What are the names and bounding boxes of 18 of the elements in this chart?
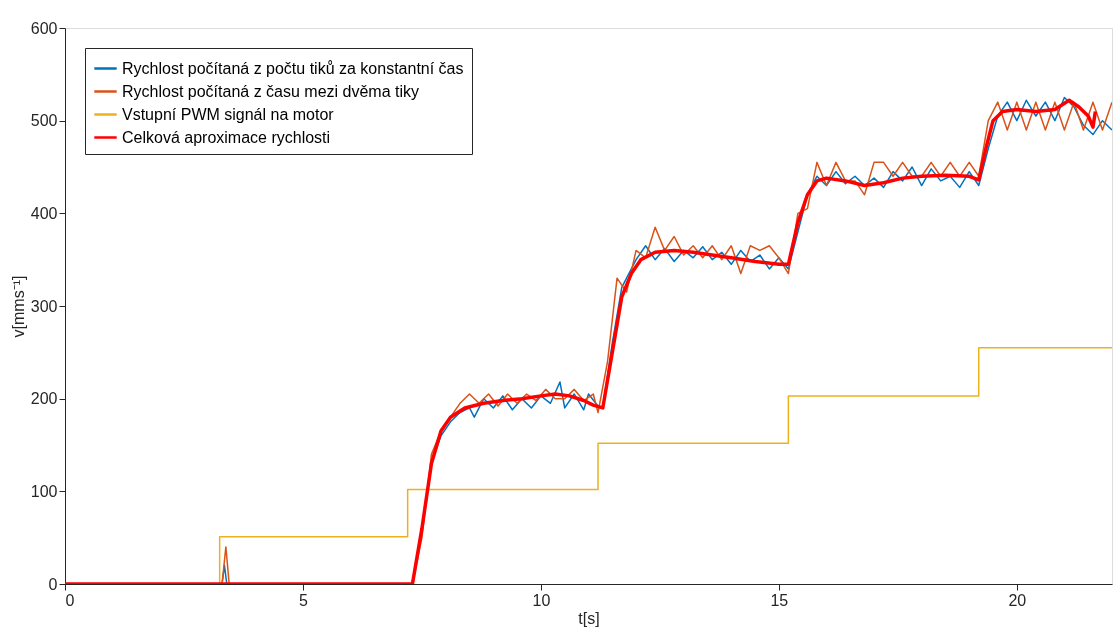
x-axis-title: t[s] [578,609,600,627]
x-tick-label: 20 [1008,591,1027,609]
legend-label: Rychlost počítaná z počtu tiků za konstantní čas [122,59,464,77]
legend-label: Vstupní PWM signál na motor [122,105,335,123]
y-tick-label: 300 [30,297,58,315]
y-tick-label: 0 [48,575,58,593]
x-tick-label: 5 [299,591,308,609]
legend-label: Rychlost počítaná z času mezi dvěma tiky [122,82,420,100]
y-tick-label: 100 [30,482,58,500]
y-tick-label: 400 [30,204,58,222]
x-tick-label: 0 [65,591,75,609]
y-tick-label: 600 [30,19,58,37]
x-tick-label: 10 [532,591,551,609]
y-tick-label: 500 [30,112,58,130]
x-tick-label: 15 [770,591,789,609]
legend-label: Celková aproximace rychlosti [122,128,331,146]
y-axis-title: v[mms⁻¹] [9,275,27,338]
y-tick-label: 200 [30,390,58,408]
